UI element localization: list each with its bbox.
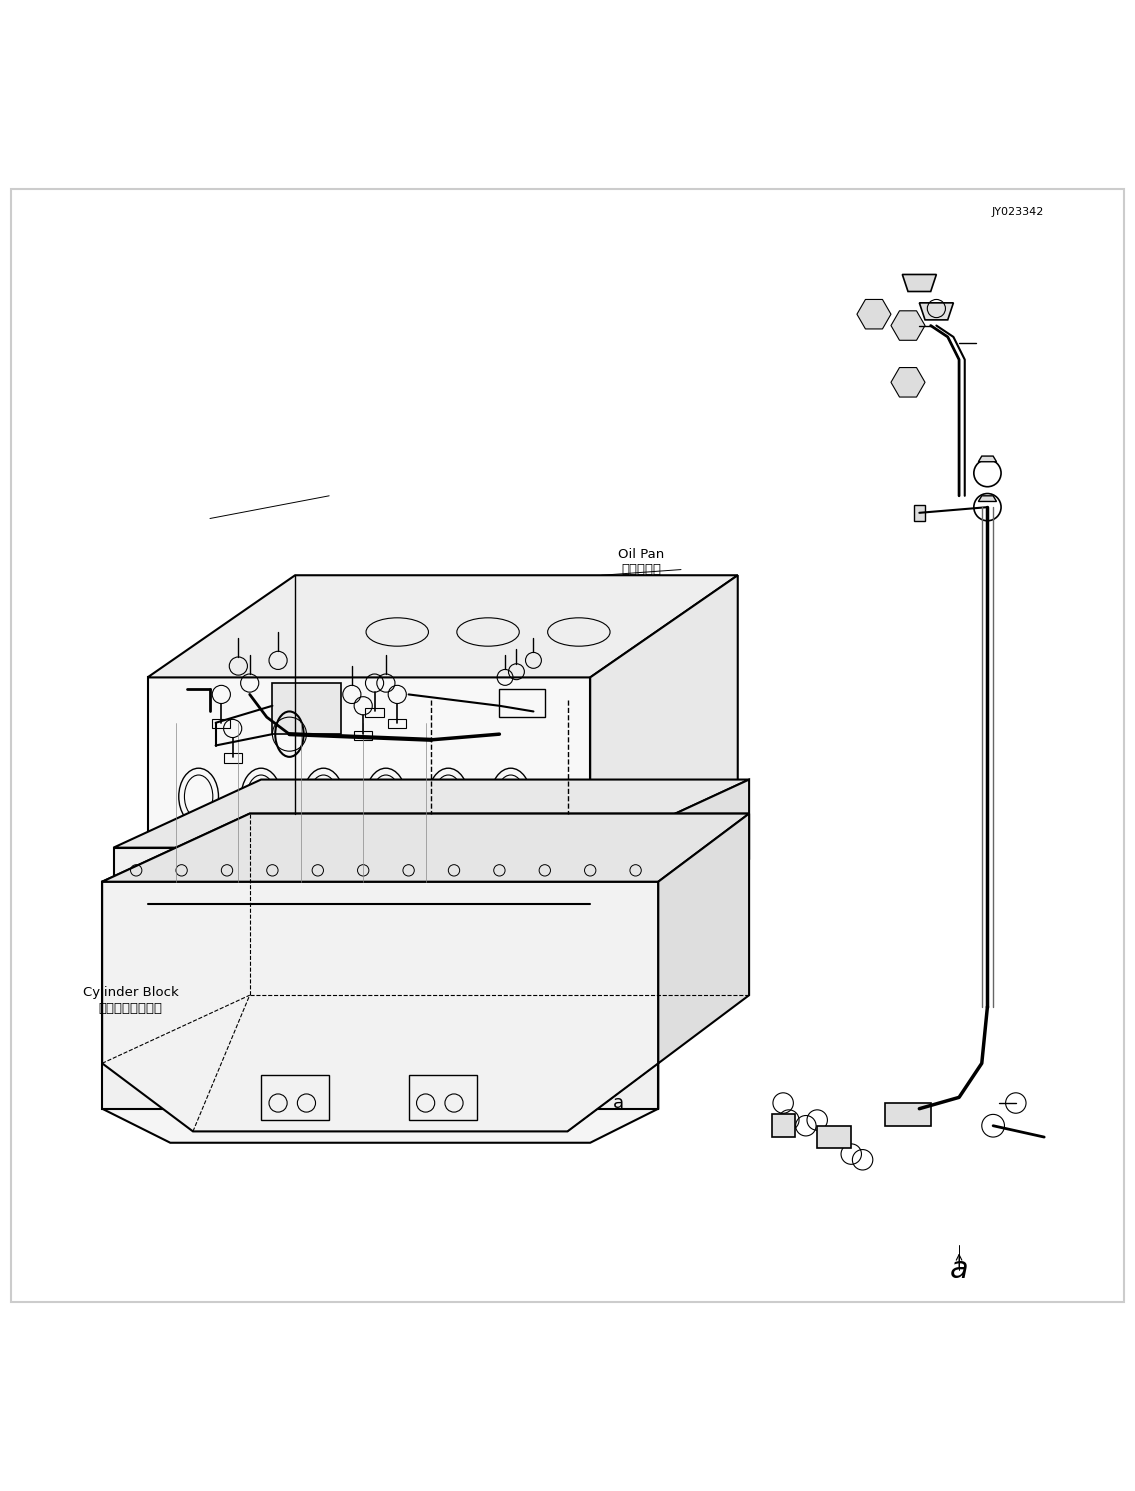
Polygon shape [772, 1114, 794, 1138]
Polygon shape [817, 1126, 851, 1148]
Text: Cylinder Block: Cylinder Block [83, 987, 178, 999]
Polygon shape [148, 677, 590, 915]
Text: JY023342: JY023342 [992, 207, 1044, 216]
Polygon shape [102, 881, 658, 1132]
Polygon shape [148, 576, 738, 677]
Text: オイルパン: オイルパン [621, 564, 662, 576]
Bar [354, 731, 372, 740]
Polygon shape [978, 497, 997, 501]
Polygon shape [102, 814, 749, 1142]
Polygon shape [891, 368, 925, 397]
Bar [212, 719, 230, 729]
Bar [499, 689, 545, 717]
Text: Oil Pan: Oil Pan [619, 549, 664, 561]
Text: a: a [613, 1094, 624, 1112]
Bar [261, 1075, 329, 1120]
Bar [176, 853, 278, 899]
Polygon shape [272, 683, 340, 734]
Bar [437, 853, 539, 899]
Bar [409, 1075, 477, 1120]
Polygon shape [114, 848, 602, 927]
Polygon shape [590, 576, 738, 915]
Bar [388, 719, 406, 729]
Polygon shape [102, 814, 749, 881]
Bar [306, 853, 409, 899]
Polygon shape [902, 274, 936, 292]
Text: シリンダブロック: シリンダブロック [99, 1002, 162, 1015]
Polygon shape [919, 303, 953, 321]
Polygon shape [891, 310, 925, 340]
Polygon shape [978, 456, 997, 462]
Polygon shape [857, 300, 891, 330]
Text: a: a [950, 1255, 968, 1284]
Bar [224, 753, 242, 762]
Polygon shape [102, 881, 658, 1109]
Polygon shape [885, 1103, 931, 1126]
Polygon shape [914, 505, 925, 520]
Polygon shape [658, 814, 749, 1063]
Polygon shape [602, 780, 749, 927]
Bar [365, 708, 384, 717]
Polygon shape [114, 780, 749, 848]
Polygon shape [148, 814, 738, 915]
